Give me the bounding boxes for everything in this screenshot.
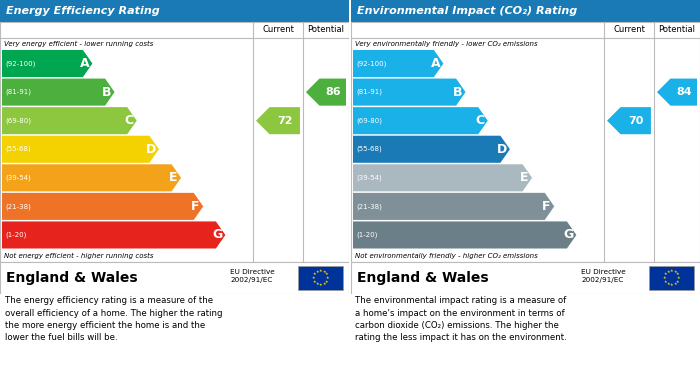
Bar [0,22,349,262]
Text: ★: ★ [319,283,323,287]
Text: ★: ★ [664,280,667,283]
Polygon shape [353,107,488,134]
Bar [0,0,349,22]
Text: ★: ★ [323,282,326,286]
Text: C: C [475,114,484,127]
Text: (39-54): (39-54) [5,174,31,181]
Text: F: F [542,200,550,213]
Text: The environmental impact rating is a measure of
a home's impact on the environme: The environmental impact rating is a mea… [355,296,567,343]
Text: A: A [430,57,440,70]
Text: ★: ★ [676,280,680,283]
Polygon shape [353,50,443,77]
Text: (21-38): (21-38) [356,203,382,210]
Text: (1-20): (1-20) [356,232,377,238]
Text: 72: 72 [277,116,293,126]
Polygon shape [256,107,300,134]
Text: A: A [80,57,89,70]
Text: (55-68): (55-68) [356,146,382,152]
Text: Very environmentally friendly - lower CO₂ emissions: Very environmentally friendly - lower CO… [355,41,538,47]
Text: England & Wales: England & Wales [357,271,489,285]
Text: B: B [102,86,111,99]
Text: EU Directive
2002/91/EC: EU Directive 2002/91/EC [230,269,275,283]
Text: EU Directive
2002/91/EC: EU Directive 2002/91/EC [581,269,626,283]
Text: 84: 84 [676,87,692,97]
Text: ★: ★ [313,273,316,276]
Text: ★: ★ [312,276,315,280]
Polygon shape [2,79,115,106]
Text: Current: Current [613,25,645,34]
Text: (1-20): (1-20) [5,232,27,238]
Text: E: E [169,171,177,184]
Text: D: D [146,143,156,156]
Text: (81-91): (81-91) [356,89,382,95]
Text: ★: ★ [673,270,677,274]
Polygon shape [2,164,181,191]
Text: ★: ★ [323,270,326,274]
Polygon shape [657,79,697,106]
Text: ★: ★ [673,282,677,286]
Polygon shape [2,193,203,220]
Polygon shape [306,79,346,106]
Text: ★: ★ [326,273,329,276]
Text: ★: ★ [664,273,667,276]
Text: The energy efficiency rating is a measure of the
overall efficiency of a home. T: The energy efficiency rating is a measur… [5,296,223,343]
Polygon shape [607,107,651,134]
Text: Potential: Potential [307,25,344,34]
Text: ★: ★ [677,276,680,280]
Text: Not energy efficient - higher running costs: Not energy efficient - higher running co… [4,253,153,259]
Bar [351,0,700,22]
Text: Very energy efficient - lower running costs: Very energy efficient - lower running co… [4,41,153,47]
Polygon shape [353,193,554,220]
Text: (55-68): (55-68) [5,146,31,152]
Text: England & Wales: England & Wales [6,271,138,285]
Text: ★: ★ [666,270,670,274]
Text: ★: ★ [316,270,319,274]
Text: ★: ★ [316,282,319,286]
Text: Current: Current [262,25,294,34]
Text: (69-80): (69-80) [5,117,31,124]
Text: ★: ★ [670,283,673,287]
Text: F: F [191,200,200,213]
Text: 70: 70 [628,116,643,126]
Text: ★: ★ [670,269,673,273]
Text: ★: ★ [319,269,323,273]
Text: (69-80): (69-80) [356,117,382,124]
Text: Environmental Impact (CO₂) Rating: Environmental Impact (CO₂) Rating [357,6,578,16]
Bar [351,262,700,294]
Text: 86: 86 [325,87,340,97]
Text: (92-100): (92-100) [5,60,36,67]
Text: D: D [497,143,507,156]
Text: B: B [453,86,462,99]
Polygon shape [2,107,136,134]
Text: E: E [519,171,528,184]
Text: ★: ★ [326,280,329,283]
Polygon shape [353,221,576,249]
Bar [351,22,700,262]
Text: Not environmentally friendly - higher CO₂ emissions: Not environmentally friendly - higher CO… [355,253,538,259]
Polygon shape [2,136,159,163]
Text: ★: ★ [313,280,316,283]
Text: (92-100): (92-100) [356,60,386,67]
Text: C: C [124,114,133,127]
Bar [650,266,694,290]
Text: Energy Efficiency Rating: Energy Efficiency Rating [6,6,160,16]
Text: (81-91): (81-91) [5,89,31,95]
Text: ★: ★ [676,273,680,276]
Text: (39-54): (39-54) [356,174,382,181]
Text: (21-38): (21-38) [5,203,31,210]
Polygon shape [353,136,510,163]
Text: ★: ★ [666,282,670,286]
Text: ★: ★ [663,276,666,280]
Text: Potential: Potential [659,25,696,34]
Text: ★: ★ [326,276,330,280]
Text: G: G [564,228,573,242]
Bar [298,266,343,290]
Polygon shape [2,221,225,249]
Polygon shape [353,79,466,106]
Polygon shape [2,50,92,77]
Text: G: G [212,228,223,242]
Bar [0,262,349,294]
Polygon shape [353,164,532,191]
